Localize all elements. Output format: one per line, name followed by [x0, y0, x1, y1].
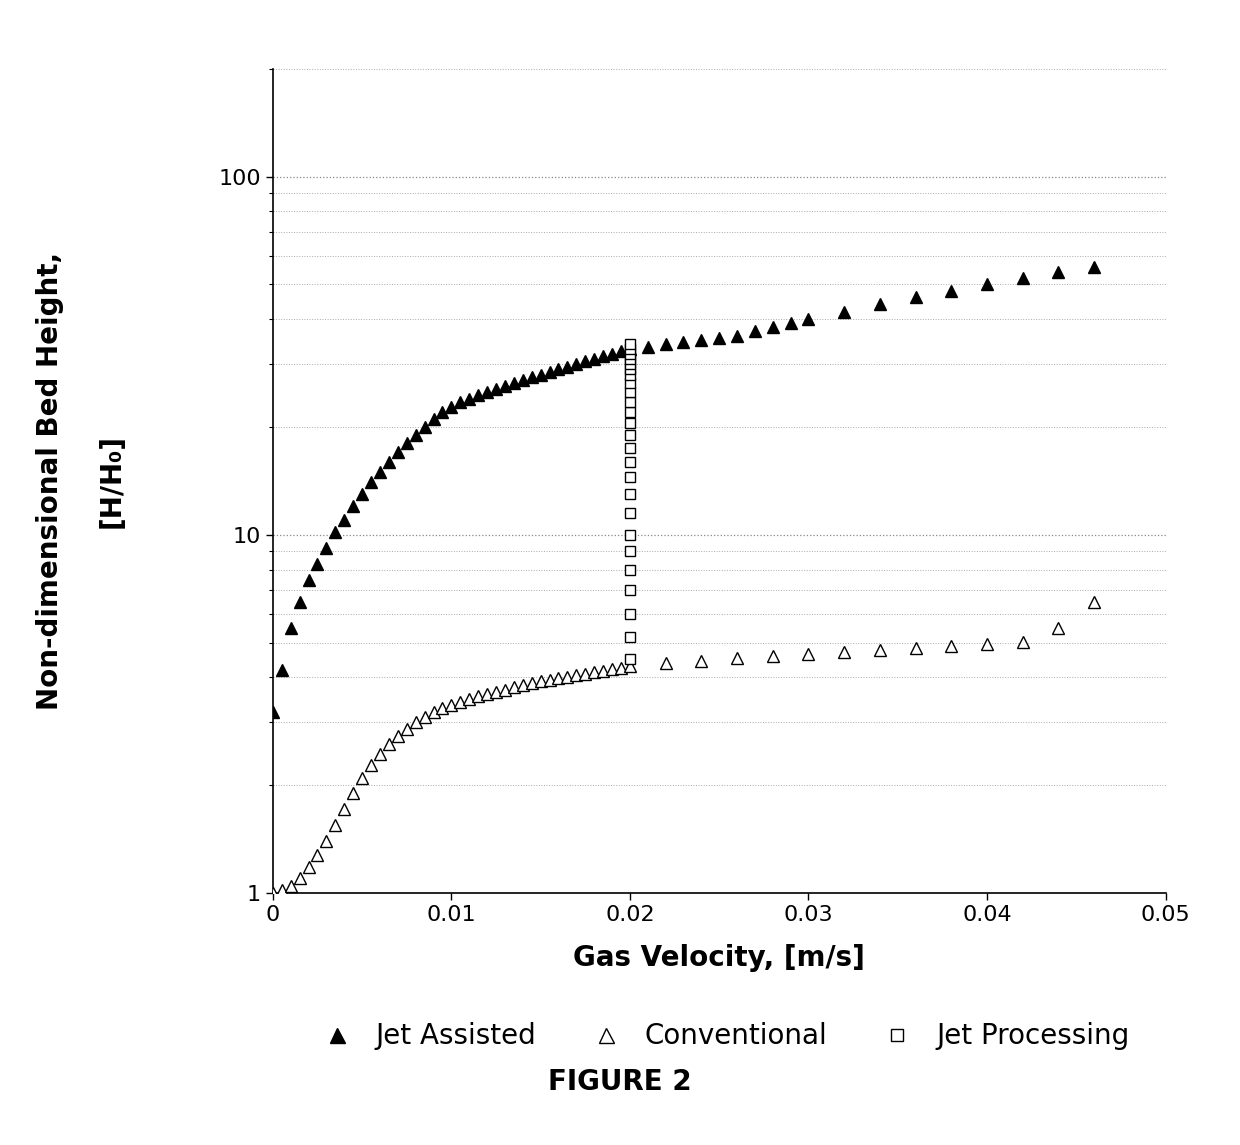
Jet Processing [622, 455, 637, 468]
Jet Processing [622, 368, 637, 381]
Conventional [265, 886, 280, 900]
Text: [H/H₀]: [H/H₀] [98, 434, 125, 528]
Jet Processing [622, 377, 637, 390]
Jet Processing [622, 584, 637, 598]
Conventional [551, 671, 565, 685]
Conventional [346, 787, 361, 800]
Jet Assisted [265, 705, 280, 719]
Jet Assisted [658, 338, 673, 352]
Jet Processing [622, 405, 637, 419]
Jet Processing [622, 352, 637, 365]
Line: Jet Processing: Jet Processing [625, 340, 635, 664]
Jet Processing [622, 608, 637, 622]
Jet Processing [622, 506, 637, 520]
Jet Assisted [346, 499, 361, 513]
Jet Assisted [399, 436, 414, 450]
Jet Processing [622, 362, 637, 376]
Conventional [542, 673, 557, 687]
Jet Processing [622, 562, 637, 576]
Jet Processing [622, 653, 637, 666]
Jet Processing [622, 544, 637, 558]
Conventional [525, 677, 539, 690]
Jet Assisted [319, 540, 334, 554]
Jet Processing [622, 528, 637, 542]
Jet Assisted [283, 621, 298, 634]
Legend: Jet Assisted, Conventional, Jet Processing: Jet Assisted, Conventional, Jet Processi… [309, 1022, 1130, 1050]
Jet Processing [622, 386, 637, 400]
Line: Jet Assisted: Jet Assisted [267, 261, 1100, 718]
Jet Assisted [1086, 260, 1101, 274]
Jet Processing [622, 417, 637, 431]
Jet Processing [622, 441, 637, 455]
Jet Processing [622, 347, 637, 361]
Jet Processing [622, 395, 637, 409]
X-axis label: Gas Velocity, [m/s]: Gas Velocity, [m/s] [573, 945, 866, 972]
Text: FIGURE 2: FIGURE 2 [548, 1068, 692, 1096]
Line: Conventional: Conventional [267, 595, 1100, 899]
Jet Processing [622, 357, 637, 371]
Jet Processing [622, 630, 637, 643]
Jet Assisted [533, 368, 548, 381]
Jet Processing [622, 428, 637, 442]
Jet Processing [622, 471, 637, 484]
Jet Processing [622, 342, 637, 356]
Conventional [1086, 595, 1101, 609]
Jet Processing [622, 338, 637, 352]
Conventional [444, 698, 459, 712]
Text: Non-dimensional Bed Height,: Non-dimensional Bed Height, [36, 252, 63, 710]
Jet Processing [622, 487, 637, 500]
Conventional [587, 665, 601, 679]
